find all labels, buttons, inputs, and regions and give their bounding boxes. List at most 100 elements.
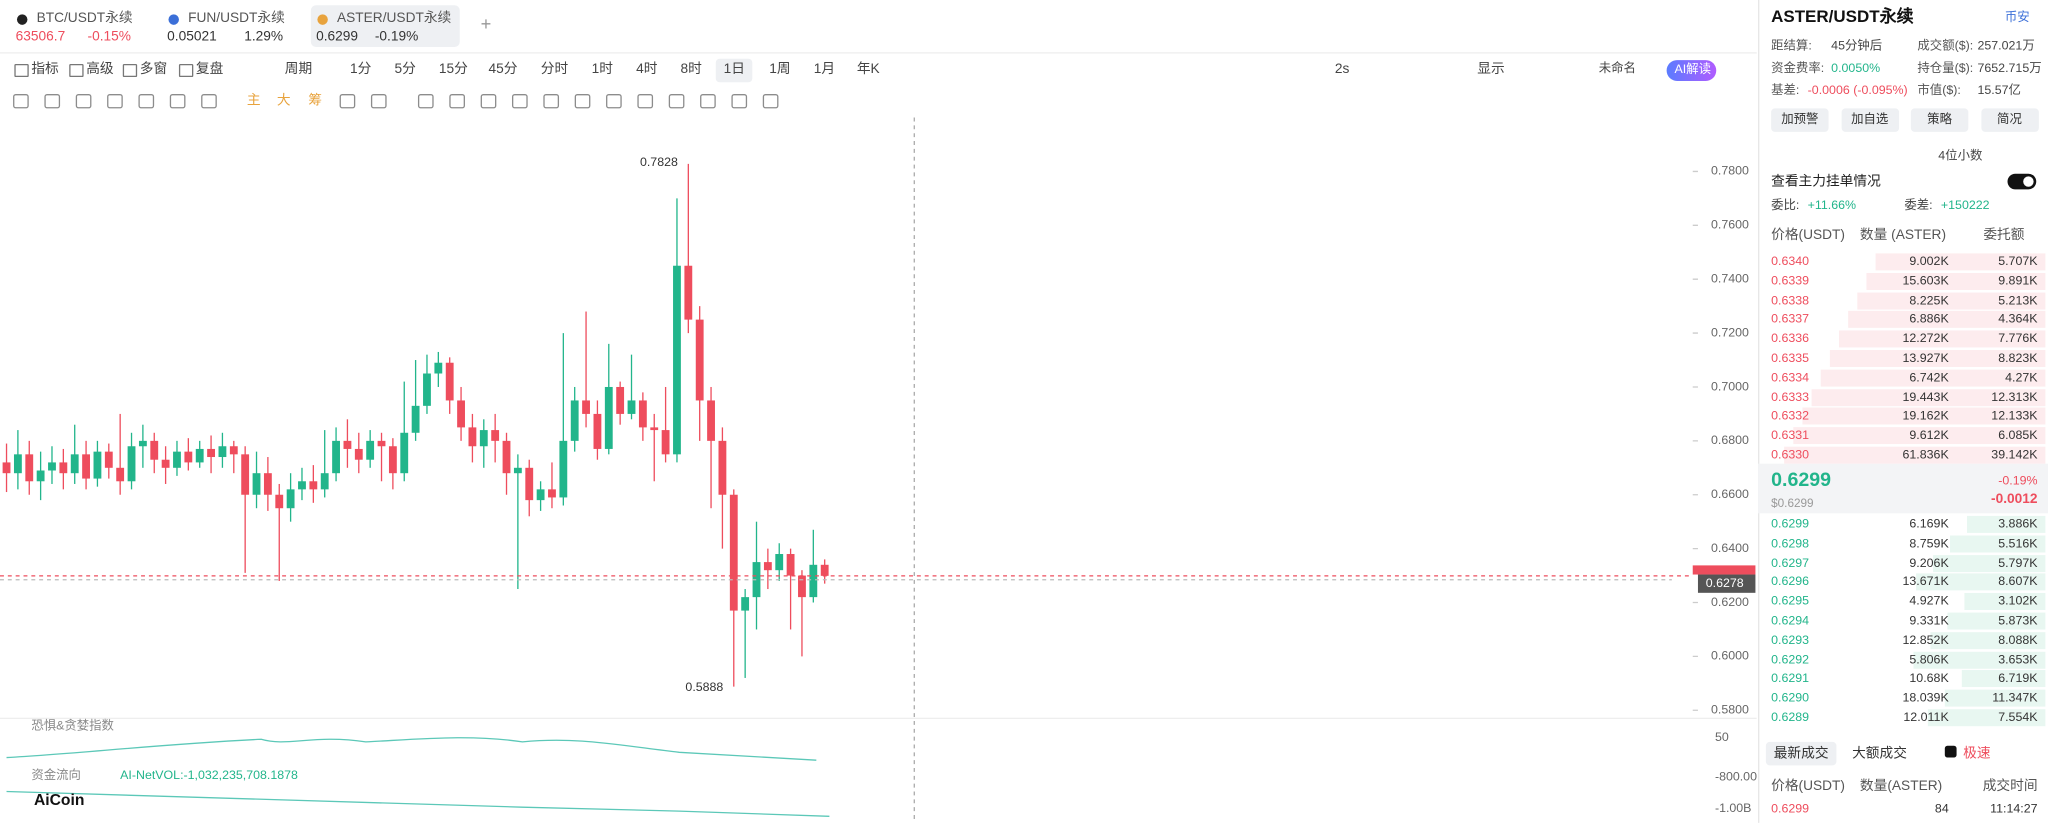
tool-icon[interactable] [449,94,465,109]
panel-button[interactable]: 加预警 [1771,108,1829,132]
toolbar-button[interactable]: 复盘 [195,61,224,78]
book-price[interactable]: 0.6336 [1771,331,1810,347]
tool-icon[interactable] [511,94,528,109]
book-price[interactable]: 0.6340 [1771,254,1810,270]
panel-button[interactable]: 简况 [1980,108,2039,132]
candle-body [36,470,45,482]
tool-icon[interactable] [13,94,29,109]
candle-body [593,413,602,449]
book-price[interactable]: 0.6334 [1771,370,1810,386]
active-tab[interactable] [310,5,460,48]
tab-symbol[interactable]: FUN/USDT永续 [188,10,285,27]
checkbox[interactable] [1944,745,1957,758]
ai-button[interactable]: AI解读 [1674,62,1711,78]
book-price[interactable]: 0.6335 [1771,351,1810,366]
refresh-button[interactable]: 2s [1334,61,1350,78]
book-price[interactable]: 0.6294 [1771,613,1810,629]
tab-symbol[interactable]: BTC/USDT永续 [36,10,133,27]
display-button[interactable]: 显示 [1477,61,1505,78]
candle-body [582,400,590,414]
interval-button[interactable]: 4时 [636,61,658,78]
interval-button[interactable]: 年K [856,61,880,78]
book-price[interactable]: 0.6295 [1771,594,1810,609]
tool-icon[interactable] [606,94,622,109]
panel-symbol: ASTER/USDT永续 [1771,6,1914,27]
book-price[interactable]: 0.6337 [1771,312,1810,328]
main-orders[interactable]: 查看主力挂单情况 [1771,173,1881,190]
tool-icon[interactable] [668,94,685,109]
book-price[interactable]: 0.6339 [1771,274,1810,289]
book-price[interactable]: 0.6299 [1771,517,1810,532]
tool-icon[interactable] [543,94,560,109]
tool-icon[interactable] [169,94,186,109]
tool-icon[interactable] [700,94,716,109]
overlay-button[interactable]: 主 [246,92,261,109]
interval-button[interactable]: 5分 [394,61,416,78]
tool-icon[interactable] [370,94,387,109]
interval-button[interactable]: 15分 [438,61,468,78]
tool-icon[interactable] [731,94,748,109]
layout-button[interactable]: 未命名 [1598,61,1636,76]
toolbar-button[interactable]: 多窗 [139,61,168,78]
book-price[interactable]: 0.6296 [1771,575,1810,590]
depth-bar [1848,311,2046,329]
precision-select[interactable]: 4位小数 [1938,148,1983,164]
book-price[interactable]: 0.6297 [1771,555,1810,571]
book-price[interactable]: 0.6293 [1771,633,1810,648]
tool-icon[interactable] [75,94,92,109]
trade-tab[interactable]: 极速 [1963,745,1991,762]
book-price[interactable]: 0.6330 [1771,447,1810,463]
interval-button[interactable]: 8时 [680,61,702,78]
depth-bar [1947,612,2046,630]
tool-icon[interactable] [574,94,591,109]
book-price[interactable]: 0.6333 [1771,389,1810,405]
interval-button[interactable]: 1日 [723,61,745,78]
y-tick-label: 0.7800 [1711,164,1749,178]
trade-tab-active[interactable] [1765,741,1837,766]
interval-button[interactable]: 45分 [488,61,518,78]
tool-icon[interactable] [44,94,61,109]
interval-button[interactable]: 1月 [813,61,836,78]
exchange[interactable]: 币安 [2004,10,2030,25]
trade-tab[interactable]: 大额成交 [1852,745,1907,762]
candle-body [25,454,34,482]
tab-price: 0.05021 [167,28,217,45]
book-price[interactable]: 0.6331 [1771,428,1810,444]
toggle[interactable] [2007,173,2037,190]
interval-button[interactable]: 周期 [284,61,313,78]
tool-icon[interactable] [138,94,155,109]
depth-bar [1793,427,2046,445]
book-price[interactable]: 0.6298 [1771,536,1810,551]
book-price[interactable]: 0.6338 [1771,293,1810,308]
ai-pill[interactable] [1666,60,1717,81]
tab-price: 0.6299 [316,28,359,45]
tool-icon[interactable] [480,94,497,109]
book-price[interactable]: 0.6290 [1771,691,1810,706]
tool-icon[interactable] [417,94,434,109]
toolbar-button[interactable]: 高级 [86,61,114,78]
trade-tab[interactable]: 最新成交 [1773,745,1829,762]
interval-button[interactable]: 1周 [769,61,791,78]
interval-button[interactable]: 1分 [350,61,372,78]
tab-symbol[interactable]: ASTER/USDT永续 [336,10,452,27]
book-price[interactable]: 0.6291 [1771,671,1810,687]
tool-icon[interactable] [107,94,123,109]
candle-body [138,440,147,447]
tool-icon[interactable] [762,94,779,109]
overlay-button[interactable]: 筹 [308,92,322,109]
book-amount: 8.607K [1998,575,2038,590]
panel-button[interactable]: 策略 [1910,108,1969,132]
panel-button[interactable]: 加自选 [1840,108,1899,132]
interval-button[interactable]: 1时 [591,61,614,78]
add-tab[interactable]: + [480,13,492,34]
toolbar-button[interactable]: 指标 [31,61,59,78]
interval-button[interactable]: 分时 [540,61,569,78]
book-price[interactable]: 0.6332 [1771,409,1810,424]
book-price[interactable]: 0.6292 [1771,652,1810,667]
tool-icon[interactable] [201,94,217,109]
overlay-button[interactable]: 大 [276,92,291,109]
candle-body [59,462,68,474]
book-price[interactable]: 0.6289 [1771,710,1810,725]
tool-icon[interactable] [339,94,356,109]
tool-icon[interactable] [637,94,654,109]
